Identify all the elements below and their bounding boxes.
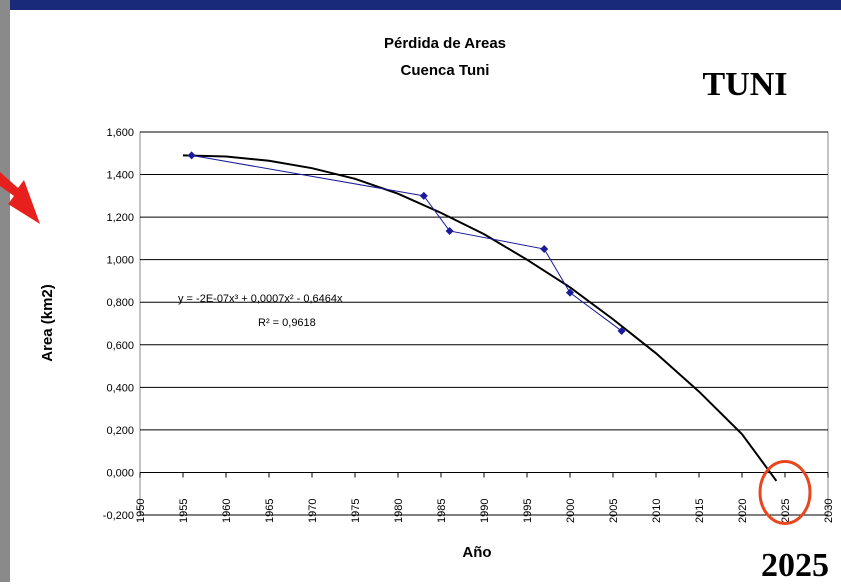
x-tick-label: 2025	[780, 499, 792, 523]
badge: TUNI	[702, 66, 787, 103]
y-tick-label: -0,200	[103, 510, 134, 522]
x-tick-label: 2015	[694, 499, 706, 523]
chart-subtitle: Cuenca Tuni	[401, 62, 490, 79]
x-axis-title: Año	[462, 544, 491, 561]
side-strip	[0, 0, 10, 582]
data-point	[566, 288, 574, 297]
x-tick-label: 1975	[350, 499, 362, 523]
y-tick-label: 0,200	[106, 425, 134, 437]
x-tick-label: 2010	[651, 499, 663, 523]
x-tick-label: 1980	[393, 499, 405, 523]
data-point	[187, 151, 196, 160]
series-line	[191, 154, 622, 332]
y-tick-label: 1,600	[106, 127, 134, 139]
y-tick-label: 0,600	[106, 340, 134, 352]
x-tick-label: 2030	[823, 499, 835, 523]
chart-title: Pérdida de Areas	[384, 35, 506, 52]
y-tick-label: 0,000	[106, 467, 134, 479]
x-tick-label: 1985	[436, 499, 448, 523]
x-tick-label: 2020	[737, 499, 749, 523]
trend-line	[182, 154, 778, 482]
equation: y = -2E-07x³ + 0,0007x² - 0,6464x	[178, 293, 343, 305]
arrow	[0, 172, 40, 224]
x-tick-label: 2000	[565, 499, 577, 523]
data-point	[445, 226, 454, 235]
x-tick-label: 2005	[608, 499, 620, 523]
y-tick-label: 1,000	[106, 255, 134, 267]
y-tick-label: 1,200	[106, 212, 134, 224]
x-tick-label: 1995	[522, 499, 534, 523]
y-tick-label: 1,400	[106, 170, 134, 182]
y-axis-title: Area (km2)	[39, 284, 56, 362]
data-point	[617, 326, 626, 335]
x-tick-label: 1955	[178, 499, 190, 523]
r-squared: R² = 0,9618	[258, 317, 316, 329]
x-tick-label: 1970	[307, 499, 319, 523]
highlight-circle	[758, 459, 812, 525]
x-tick-label: 1990	[479, 499, 491, 523]
top-bar	[0, 0, 841, 10]
highlight-label: 2025	[761, 547, 829, 582]
data-point	[419, 191, 428, 200]
y-tick-label: 0,400	[106, 382, 134, 394]
data-point	[540, 245, 549, 254]
x-tick-label: 1960	[221, 499, 233, 523]
y-tick-label: 0,800	[106, 297, 134, 309]
x-tick-label: 1950	[135, 499, 147, 523]
x-tick-label: 1965	[264, 499, 276, 523]
